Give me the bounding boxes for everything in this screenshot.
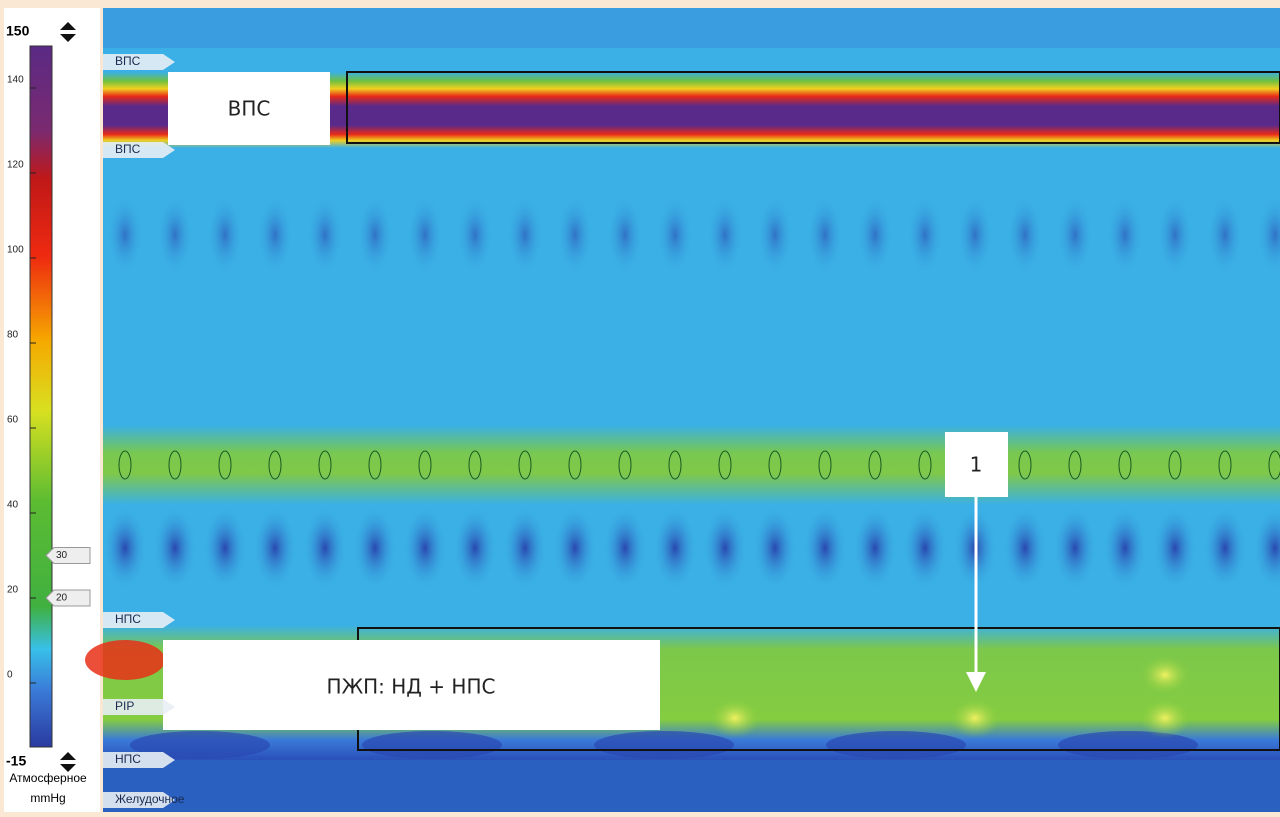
blue-blob: [1207, 195, 1243, 275]
blue-blob: [853, 506, 897, 590]
blue-blob: [707, 195, 743, 275]
blue-blob: [507, 195, 543, 275]
blue-blob: [1157, 195, 1193, 275]
blue-blob: [903, 506, 947, 590]
hot-spot: [1139, 655, 1191, 695]
sensor-label: ВПС: [115, 54, 141, 68]
gastric-band: [103, 760, 1280, 812]
scale-tick-label: 140: [7, 75, 24, 86]
blue-blob: [1053, 506, 1097, 590]
blue-blob: [557, 195, 593, 275]
blue-blob: [107, 195, 143, 275]
marker-label: 1: [970, 453, 983, 477]
hot-spot-red: [85, 640, 165, 680]
blue-blob: [1003, 506, 1047, 590]
scale-tick-label: 40: [7, 500, 19, 511]
blue-blob: [503, 506, 547, 590]
scale-tick-label: 20: [7, 585, 19, 596]
page: ВПС ПЖП: НД + НПС 1 ВПС ВПС НПС PIP НПС Желуд…: [0, 0, 1280, 812]
blue-blob: [303, 506, 347, 590]
sensor-label: Желудочное: [115, 792, 185, 806]
hot-spot: [709, 698, 761, 738]
hot-spot: [949, 698, 1001, 738]
blue-blob: [1203, 506, 1247, 590]
scale-min: -15: [6, 753, 26, 769]
scale-tick-label: 100: [7, 245, 24, 256]
blue-blob: [807, 195, 843, 275]
blue-blob: [207, 195, 243, 275]
sensor-tab: [103, 699, 175, 715]
blue-blob: [453, 506, 497, 590]
sensor-label: НПС: [115, 612, 141, 626]
sensor-label: НПС: [115, 752, 141, 766]
low-blob: [362, 731, 502, 759]
blue-blob: [157, 195, 193, 275]
threshold-label: 30: [56, 550, 68, 561]
sensor-label: PIP: [115, 699, 134, 713]
blue-blob: [803, 506, 847, 590]
scale-unit: mmHg: [30, 791, 65, 805]
scale-tick-label: 120: [7, 160, 24, 171]
upper-label: ВПС: [228, 97, 271, 121]
blue-blob: [203, 506, 247, 590]
blue-blob: [153, 506, 197, 590]
threshold-marker: [46, 590, 90, 606]
blue-blob: [757, 195, 793, 275]
blue-blob: [703, 506, 747, 590]
blue-blob: [307, 195, 343, 275]
sensor-label: ВПС: [115, 142, 141, 156]
blue-blob: [253, 506, 297, 590]
blue-blob: [907, 195, 943, 275]
blue-blob: [1057, 195, 1093, 275]
blue-blob: [857, 195, 893, 275]
blue-blob: [653, 506, 697, 590]
blue-blob: [1153, 506, 1197, 590]
threshold-label: 20: [56, 593, 68, 604]
blue-blob: [357, 195, 393, 275]
blue-blob: [603, 506, 647, 590]
blue-blob: [607, 195, 643, 275]
blue-blob: [1107, 195, 1143, 275]
mid-band: [103, 425, 1280, 505]
color-bar: [30, 46, 52, 747]
blue-blob: [1103, 506, 1147, 590]
scale-tick-label: 80: [7, 330, 19, 341]
scale-max: 150: [6, 23, 30, 39]
scale-tick-label: 60: [7, 415, 19, 426]
blue-blob: [1007, 195, 1043, 275]
scale-caption: Атмосферное: [9, 771, 87, 785]
blue-blob: [257, 195, 293, 275]
blue-blob: [403, 506, 447, 590]
blue-blob: [753, 506, 797, 590]
hot-spot: [1139, 698, 1191, 738]
blue-blob: [553, 506, 597, 590]
top-strip: [103, 8, 1280, 48]
blue-blob: [957, 195, 993, 275]
screenshot: ВПС ПЖП: НД + НПС 1 ВПС ВПС НПС PIP НПС Желуд…: [0, 0, 1280, 812]
low-blob: [826, 731, 966, 759]
blue-blob: [103, 506, 147, 590]
threshold-marker: [46, 548, 90, 564]
blue-blob: [457, 195, 493, 275]
scale-tick-label: 0: [7, 670, 13, 681]
blue-blob: [353, 506, 397, 590]
blue-blob: [407, 195, 443, 275]
low-blob: [594, 731, 734, 759]
lower-label: ПЖП: НД + НПС: [327, 675, 496, 699]
blue-blob: [657, 195, 693, 275]
